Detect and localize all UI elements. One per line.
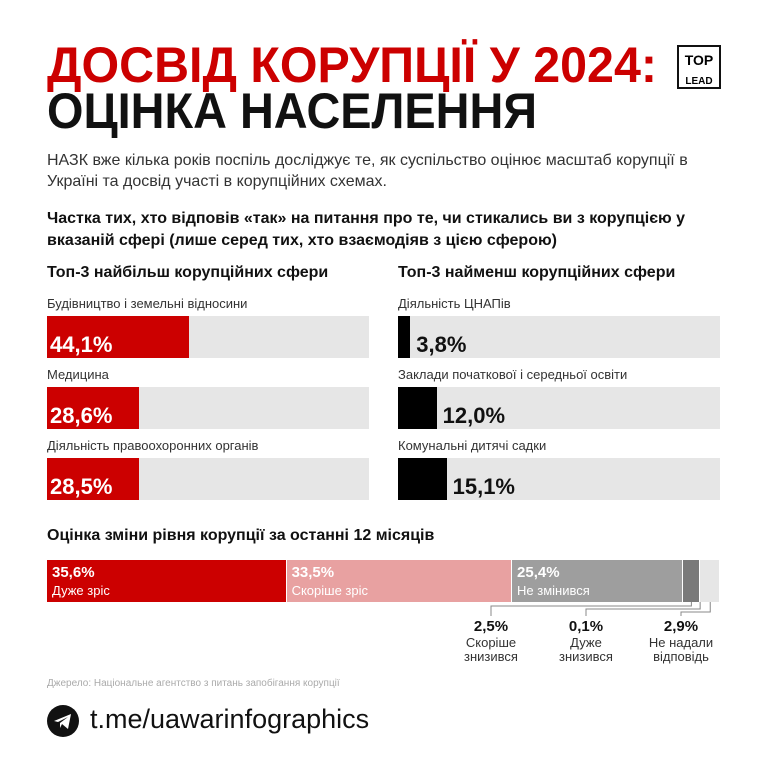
bar bbox=[47, 316, 189, 358]
category-label: Діяльність ЦНАПів bbox=[398, 296, 511, 311]
value-label: 3,8% bbox=[416, 332, 467, 357]
bar-segment bbox=[700, 560, 720, 602]
value-label: 44,1% bbox=[50, 332, 113, 357]
value-label: 35,6% bbox=[52, 564, 95, 581]
bar bbox=[398, 387, 437, 429]
legend-label: Не змінився bbox=[517, 583, 590, 598]
bar-segment bbox=[47, 560, 287, 602]
category-label: Заклади початкової і середньої освіти bbox=[398, 367, 628, 382]
value-label: 2,9% bbox=[663, 618, 699, 635]
bar-track bbox=[398, 458, 720, 500]
legend-label: Скоріше зріс bbox=[291, 583, 368, 598]
legend-label: Не надали відповідь bbox=[648, 635, 714, 664]
bar bbox=[398, 458, 447, 500]
bar-segment bbox=[286, 560, 513, 602]
category-label: Будівництво і земельні відносини bbox=[47, 296, 248, 311]
category-label: Комунальні дитячі садки bbox=[398, 438, 547, 453]
value-label: 12,0% bbox=[442, 403, 506, 428]
value-label: 15,1% bbox=[452, 474, 515, 499]
value-label: 28,6% bbox=[50, 403, 113, 428]
bar bbox=[47, 387, 140, 429]
bar bbox=[398, 316, 411, 358]
intro: НАЗК вже кілька років поспіль досліджує … bbox=[47, 152, 688, 190]
title-block: ДОСВІД КОРУПЦІЇ У 2024: ОЦІНКА НАСЕЛЕННЯ… bbox=[47, 37, 721, 139]
bar bbox=[47, 458, 139, 500]
legend-label: Дуже зріс bbox=[52, 583, 110, 598]
legend-label: Скоріше знизився bbox=[464, 635, 518, 664]
footer-link[interactable]: t.me/uawarinfographics bbox=[90, 704, 370, 734]
bar-segment bbox=[512, 560, 683, 602]
chart-title: Топ-3 найбільш корупційних сфери bbox=[47, 264, 329, 281]
logo-frame bbox=[677, 45, 721, 89]
question: Частка тих, хто відповів «так» на питанн… bbox=[47, 210, 686, 249]
chart-title: Топ-3 найменш корупційних сфери bbox=[398, 264, 676, 281]
logo: LEAD bbox=[685, 76, 712, 87]
leader-line bbox=[680, 602, 711, 616]
source: Джерело: Національне агентство з питань … bbox=[47, 678, 340, 689]
bar-track bbox=[398, 316, 720, 358]
bar-track bbox=[398, 387, 720, 429]
value-label: 0,1% bbox=[568, 618, 604, 635]
category-label: Діяльність правоохоронних органів bbox=[47, 438, 259, 453]
telegram-icon bbox=[47, 705, 79, 737]
title: ОЦІНКА НАСЕЛЕННЯ bbox=[47, 83, 537, 139]
legend-label: Дуже знизився bbox=[559, 635, 613, 664]
value-label: 2,5% bbox=[473, 618, 509, 635]
value-label: 28,5% bbox=[50, 474, 113, 499]
logo: TOP bbox=[685, 52, 714, 68]
leader-line bbox=[585, 602, 701, 616]
chart-title: Оцінка зміни рівня корупції за останні 1… bbox=[47, 527, 435, 544]
value-label: 25,4% bbox=[517, 564, 560, 581]
value-label: 33,5% bbox=[291, 564, 335, 581]
category-label: Медицина bbox=[47, 367, 109, 382]
bar-segment bbox=[699, 560, 701, 602]
leader-line bbox=[490, 602, 692, 616]
title: ДОСВІД КОРУПЦІЇ У 2024: bbox=[47, 37, 657, 93]
bar-segment bbox=[682, 560, 700, 602]
